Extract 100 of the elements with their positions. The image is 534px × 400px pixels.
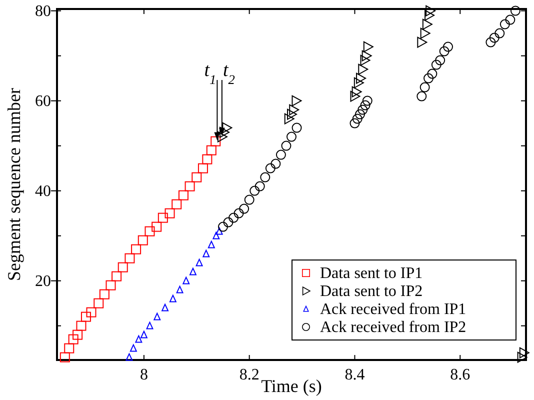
point [169,294,176,302]
point [486,37,496,48]
point [292,95,302,106]
point [519,347,530,358]
legend-label: Data sent to IP2 [320,283,423,300]
point [228,212,239,223]
point [158,212,168,223]
point [86,307,96,318]
point [358,104,368,115]
point [265,163,276,174]
point [270,158,281,169]
y-axis-title: Segment sequence number [4,88,24,281]
point [420,82,430,92]
point [210,136,221,146]
point [60,352,70,362]
x-tick-label: 8 [140,366,148,384]
point [196,258,203,266]
y-tick-label: 80 [35,2,51,20]
point [138,235,148,246]
legend-label: Data sent to IP1 [320,265,423,282]
point [118,262,128,272]
point [416,91,427,102]
point [360,54,370,66]
point [144,226,155,236]
point [184,181,195,192]
point [76,320,86,331]
point [72,330,83,340]
point [106,280,116,290]
point [289,104,300,116]
point [494,28,505,38]
point [202,154,212,164]
point [250,186,260,196]
point [178,190,188,200]
point [202,250,210,258]
point [162,304,169,312]
point [281,140,292,151]
point [435,55,446,66]
point [510,6,520,16]
point [130,344,137,352]
point [363,41,374,52]
point [218,222,228,232]
point [64,343,74,354]
point [124,253,135,264]
point [222,122,232,134]
point [286,132,296,142]
point [350,118,360,128]
point [189,268,196,276]
point [217,131,228,142]
point [292,122,302,133]
annotation: t$_{1}$ [204,60,216,86]
y-tick-label: 40 [35,182,51,200]
legend-label: Ack received from IP2 [320,319,466,336]
point [135,335,142,343]
point [223,217,234,228]
point [358,64,368,75]
point [152,222,162,232]
point [360,100,370,110]
x-axis-title: Time (s) [261,376,322,396]
point [182,276,190,284]
point [354,77,364,88]
annotation: t$_{2}$ [222,60,236,86]
point [260,172,270,182]
point [164,208,175,218]
point [154,312,161,320]
point [355,109,366,120]
point [220,126,230,138]
legend-label: Ack received from IP1 [320,301,466,318]
point [206,145,216,156]
point [198,163,208,174]
point [239,204,250,214]
point [417,36,428,48]
point [443,42,454,52]
point [356,72,366,84]
point [99,289,110,300]
y-tick-label: 60 [35,92,51,110]
point [276,150,286,160]
point [208,240,215,248]
point [131,244,142,254]
point [212,232,220,240]
point [244,194,254,205]
point [424,10,435,21]
point [140,330,148,338]
x-tick-label: 8.4 [344,366,365,384]
point [234,208,244,218]
point [176,286,184,294]
point [94,298,104,308]
point [439,46,450,56]
point [426,5,436,16]
point [216,227,223,235]
point [192,172,202,182]
point [505,14,516,25]
x-tick-label: 8.6 [450,366,470,384]
point [350,90,360,102]
y-tick-label: 20 [35,272,51,290]
point [254,181,265,192]
point [489,32,500,43]
point [352,114,362,124]
point [80,312,91,322]
point [352,86,362,98]
point [424,73,434,84]
